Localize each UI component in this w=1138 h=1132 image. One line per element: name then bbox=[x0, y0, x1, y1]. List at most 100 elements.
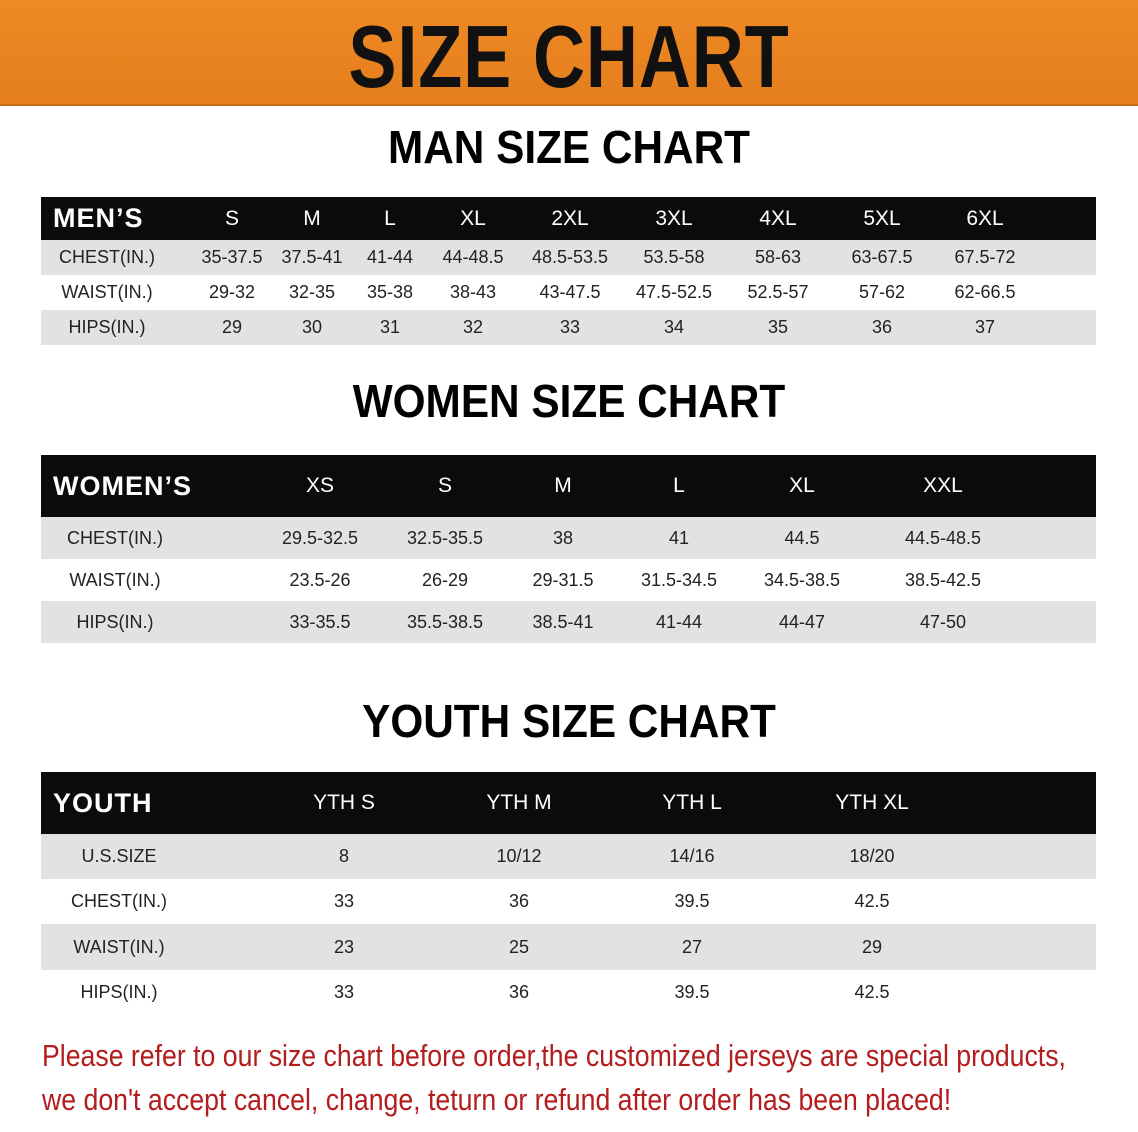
table-row: WAIST(IN.) 23 25 27 29 bbox=[41, 924, 1096, 970]
size-column-header: YTH L bbox=[662, 791, 722, 814]
measurement-value: 34.5-38.5 bbox=[763, 569, 841, 590]
measurement-label: CHEST(IN.) bbox=[71, 891, 167, 911]
measurement-value: 62-66.5 bbox=[954, 282, 1016, 302]
measurement-value: 35-37.5 bbox=[201, 247, 263, 267]
measurement-value: 36 bbox=[508, 891, 530, 911]
measurement-value: 8 bbox=[338, 846, 349, 866]
measurement-value: 32 bbox=[462, 317, 484, 337]
size-column-header: XL bbox=[460, 206, 486, 230]
measurement-value: 14/16 bbox=[669, 846, 715, 866]
measurement-value: 52.5-57 bbox=[747, 282, 809, 302]
measurement-value: 44.5-48.5 bbox=[904, 527, 982, 548]
measurement-value: 26-29 bbox=[421, 569, 469, 590]
size-column-header: XL bbox=[789, 474, 815, 497]
measurement-value: 41-44 bbox=[655, 611, 703, 632]
measurement-value: 53.5-58 bbox=[643, 247, 705, 267]
size-column-header: YTH M bbox=[486, 791, 552, 814]
size-column-header: 5XL bbox=[863, 206, 901, 230]
measurement-value: 33-35.5 bbox=[289, 611, 351, 632]
measurement-value: 32.5-35.5 bbox=[406, 527, 484, 548]
measurement-label: WAIST(IN.) bbox=[61, 282, 153, 302]
policy-note-line-1: Please refer to our size chart before or… bbox=[42, 1038, 1066, 1073]
men-header-row: MEN’S S M L XL 2XL 3XL 4XL 5XL 6XL bbox=[41, 197, 1096, 240]
banner-title: SIZE CHART bbox=[348, 7, 790, 106]
measurement-value: 36 bbox=[508, 982, 530, 1002]
measurement-value: 39.5 bbox=[674, 891, 710, 911]
size-column-header: M bbox=[303, 206, 321, 230]
size-column-header: XXL bbox=[923, 474, 963, 497]
measurement-label: U.S.SIZE bbox=[81, 846, 157, 866]
size-column-header: L bbox=[384, 206, 396, 230]
youth-header-label: YOUTH bbox=[53, 787, 153, 818]
measurement-value: 63-67.5 bbox=[851, 247, 913, 267]
measurement-value: 29-32 bbox=[208, 282, 256, 302]
measurement-label: HIPS(IN.) bbox=[80, 982, 158, 1002]
measurement-value: 23 bbox=[333, 936, 355, 957]
measurement-label: CHEST(IN.) bbox=[67, 527, 163, 548]
measurement-value: 23.5-26 bbox=[289, 569, 351, 590]
measurement-value: 38 bbox=[552, 527, 574, 548]
measurement-value: 42.5 bbox=[854, 982, 890, 1002]
table-row: CHEST(IN.) 29.5-32.5 32.5-35.5 38 41 44.5 44.5… bbox=[41, 517, 1096, 559]
size-chart-banner: SIZE CHART bbox=[0, 0, 1138, 106]
measurement-value: 47-50 bbox=[919, 611, 967, 632]
measurement-value: 29-31.5 bbox=[532, 569, 594, 590]
measurement-value: 44.5 bbox=[784, 527, 820, 548]
measurement-value: 38.5-41 bbox=[532, 611, 594, 632]
measurement-value: 27 bbox=[681, 936, 703, 957]
measurement-value: 30 bbox=[301, 317, 323, 337]
size-column-header: M bbox=[554, 474, 572, 497]
table-row: CHEST(IN.) 35-37.5 37.5-41 41-44 44-48.5 48.5… bbox=[41, 240, 1096, 275]
size-column-header: 4XL bbox=[759, 206, 797, 230]
measurement-value: 31.5-34.5 bbox=[640, 569, 718, 590]
size-column-header: YTH XL bbox=[835, 791, 909, 814]
measurement-value: 48.5-53.5 bbox=[531, 247, 609, 267]
measurement-value: 31 bbox=[379, 317, 401, 337]
measurement-value: 10/12 bbox=[496, 846, 542, 866]
measurement-value: 36 bbox=[871, 317, 893, 337]
measurement-value: 43-47.5 bbox=[539, 282, 601, 302]
women-header-label: WOMEN’S bbox=[53, 470, 192, 501]
table-row: HIPS(IN.) 33-35.5 35.5-38.5 38.5-41 41-44 44-… bbox=[41, 601, 1096, 643]
measurement-value: 35-38 bbox=[366, 282, 414, 302]
measurement-value: 33 bbox=[559, 317, 581, 337]
measurement-value: 38.5-42.5 bbox=[904, 569, 982, 590]
measurement-label: CHEST(IN.) bbox=[59, 247, 155, 267]
table-row: HIPS(IN.) 33 36 39.5 42.5 bbox=[41, 970, 1096, 1015]
table-row: U.S.SIZE 8 10/12 14/16 18/20 bbox=[41, 834, 1096, 879]
measurement-value: 41-44 bbox=[366, 247, 414, 267]
measurement-value: 47.5-52.5 bbox=[635, 282, 713, 302]
size-column-header: 6XL bbox=[966, 206, 1004, 230]
measurement-value: 57-62 bbox=[858, 282, 906, 302]
measurement-label: WAIST(IN.) bbox=[69, 569, 161, 590]
size-column-header: S bbox=[437, 474, 452, 497]
measurement-value: 42.5 bbox=[854, 891, 890, 911]
measurement-value: 35 bbox=[767, 317, 789, 337]
women-size-table: WOMEN’S XS S M L XL XXL CHEST(IN.) 29.5-32.5 32.5… bbox=[41, 455, 1096, 643]
measurement-value: 34 bbox=[663, 317, 685, 337]
men-size-table: MEN’S S M L XL 2XL 3XL 4XL 5XL 6XL CHEST(IN.) 35-37… bbox=[41, 197, 1096, 345]
youth-header-row: YOUTH YTH S YTH M YTH L YTH XL bbox=[41, 772, 1096, 834]
policy-note-line-2: we don't accept cancel, change, teturn o… bbox=[42, 1082, 952, 1117]
measurement-value: 35.5-38.5 bbox=[406, 611, 484, 632]
measurement-value: 29.5-32.5 bbox=[281, 527, 359, 548]
measurement-value: 44-47 bbox=[778, 611, 826, 632]
women-header-row: WOMEN’S XS S M L XL XXL bbox=[41, 455, 1096, 517]
table-row: WAIST(IN.) 29-32 32-35 35-38 38-43 43-47.5 47.… bbox=[41, 275, 1096, 310]
measurement-value: 38-43 bbox=[449, 282, 497, 302]
size-column-header: 2XL bbox=[551, 206, 589, 230]
table-row: CHEST(IN.) 33 36 39.5 42.5 bbox=[41, 879, 1096, 924]
measurement-value: 37.5-41 bbox=[281, 247, 343, 267]
measurement-value: 18/20 bbox=[849, 846, 895, 866]
measurement-value: 67.5-72 bbox=[954, 247, 1016, 267]
measurement-value: 37 bbox=[974, 317, 996, 337]
size-column-header: YTH S bbox=[313, 791, 375, 814]
measurement-value: 58-63 bbox=[754, 247, 802, 267]
measurement-label: WAIST(IN.) bbox=[73, 936, 165, 957]
size-column-header: XS bbox=[305, 474, 334, 497]
men-section-title: MAN SIZE CHART bbox=[387, 121, 751, 173]
table-row: WAIST(IN.) 23.5-26 26-29 29-31.5 31.5-34.5 34… bbox=[41, 559, 1096, 601]
measurement-label: HIPS(IN.) bbox=[68, 317, 146, 337]
table-row: HIPS(IN.) 29 30 31 32 33 34 35 36 37 bbox=[41, 310, 1096, 345]
measurement-value: 39.5 bbox=[674, 982, 710, 1002]
